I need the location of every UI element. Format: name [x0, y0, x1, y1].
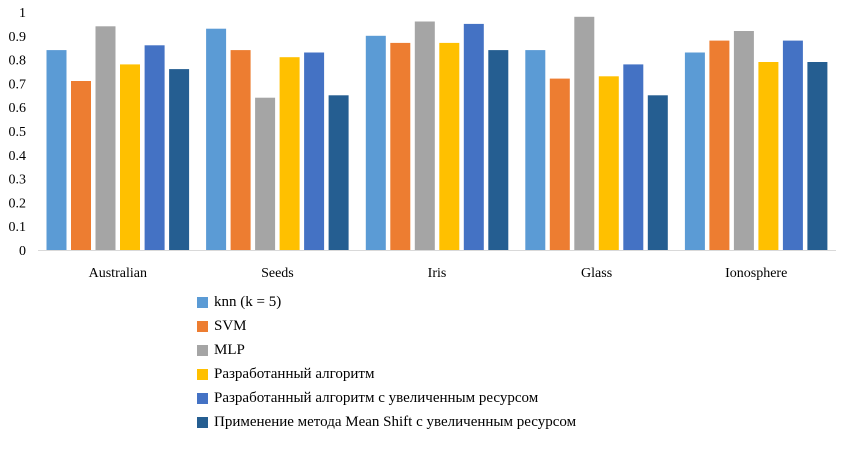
bar — [439, 42, 460, 251]
y-tick-label: 0.7 — [9, 77, 27, 92]
legend-swatch — [197, 296, 208, 308]
bar — [709, 40, 730, 250]
legend-label: Разработанный алгоритм — [214, 365, 375, 382]
bar — [120, 64, 140, 251]
y-tick-label: 0.2 — [9, 196, 27, 211]
bar — [574, 16, 595, 250]
legend-swatch — [197, 368, 208, 380]
bar — [733, 31, 754, 250]
bar — [365, 35, 386, 250]
legend-swatch — [197, 416, 208, 428]
x-tick-label: Ionosphere — [725, 266, 787, 281]
legend-item: Разработанный алгоритм — [197, 362, 757, 386]
y-tick-label: 1 — [19, 6, 26, 21]
bar — [623, 64, 644, 251]
bar — [525, 50, 546, 250]
legend-label: Разработанный алгоритм с увеличенным рес… — [214, 389, 539, 406]
bar — [206, 28, 227, 251]
legend-label: knn (k = 5) — [214, 293, 282, 310]
x-tick-label: Australian — [89, 266, 147, 281]
bar — [71, 81, 91, 250]
bar — [230, 50, 251, 250]
bar — [782, 40, 803, 250]
bar — [549, 78, 570, 250]
bar — [598, 76, 619, 250]
y-tick-label: 0.6 — [9, 101, 27, 116]
bar — [758, 62, 779, 250]
legend-swatch — [197, 320, 208, 332]
legend-item: Разработанный алгоритм с увеличенным рес… — [197, 386, 757, 410]
y-tick-label: 0.1 — [9, 220, 27, 235]
y-tick-label: 0.3 — [9, 173, 27, 188]
legend: knn (k = 5) SVM MLP Разработанный алгоритм Р… — [197, 290, 757, 434]
x-tick-label: Seeds — [261, 266, 294, 281]
legend-swatch — [197, 392, 208, 404]
y-tick-label: 0.8 — [9, 54, 27, 69]
legend-item: SVM — [197, 314, 757, 338]
bar — [304, 52, 325, 250]
bar — [144, 45, 165, 250]
bar — [488, 50, 509, 250]
bar — [46, 50, 67, 250]
y-tick-label: 0.5 — [9, 125, 27, 140]
legend-item: knn (k = 5) — [197, 290, 757, 314]
legend-label: MLP — [214, 341, 245, 358]
legend-item: MLP — [197, 338, 757, 362]
legend-item: Применение метода Mean Shift с увеличенн… — [197, 410, 757, 434]
legend-label: Применение метода Mean Shift с увеличенн… — [214, 413, 577, 430]
bar — [279, 57, 300, 251]
legend-swatch — [197, 344, 208, 356]
bar — [684, 52, 705, 250]
bar — [169, 69, 190, 250]
bar — [390, 42, 411, 251]
bar-chart: 0 0.1 0.2 0.3 0.4 0.5 0.6 0.7 0.8 0.9 1 Australian S… — [9, 6, 836, 281]
bar — [463, 23, 484, 251]
y-tick-label: 0.4 — [9, 149, 27, 164]
bar — [807, 62, 828, 250]
bar — [255, 97, 276, 250]
x-tick-label: Glass — [581, 266, 612, 281]
legend-label: SVM — [214, 317, 247, 334]
bar — [95, 26, 116, 250]
y-tick-label: 0 — [19, 244, 26, 259]
bar — [647, 95, 668, 250]
x-tick-label: Iris — [428, 266, 447, 281]
bar — [328, 95, 349, 250]
bar — [414, 21, 435, 250]
y-tick-label: 0.9 — [9, 30, 27, 45]
